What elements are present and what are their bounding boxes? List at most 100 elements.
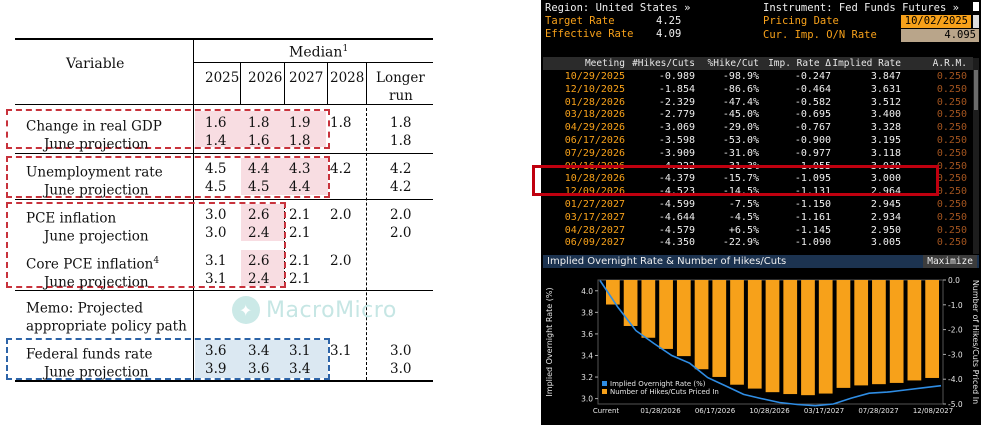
meeting-row[interactable]: 12/10/2025 -1.854 -86.6% -0.464 3.631 0.250 bbox=[543, 84, 973, 97]
region-selector[interactable]: Region: United States » bbox=[545, 2, 691, 14]
x-tick-label: 06/17/2026 bbox=[695, 407, 736, 415]
chart-title: Implied Overnight Rate & Number of Hikes… bbox=[547, 256, 787, 267]
row-value: 2.0 bbox=[330, 207, 352, 223]
instrument-menu-icon[interactable] bbox=[973, 2, 979, 11]
row-value: 1.8 bbox=[289, 133, 311, 149]
grid-cell: 3.631 bbox=[870, 83, 901, 95]
implied-rate-line bbox=[599, 280, 942, 407]
grid-cell: 0.250 bbox=[936, 186, 967, 198]
year-divider bbox=[284, 63, 285, 105]
row-value: 1.8 bbox=[390, 115, 412, 131]
grid-cell: -3.598 bbox=[658, 135, 695, 146]
hike-cut-bar bbox=[801, 280, 815, 396]
year-divider bbox=[240, 63, 241, 105]
grid-cell: 3.118 bbox=[870, 147, 901, 159]
gdp-highlight bbox=[195, 111, 326, 147]
cur-imp-rate-field: 4.095 bbox=[901, 29, 979, 42]
y2-tick-label: -4.0 bbox=[948, 375, 963, 384]
grid-cell: 12/10/2025 bbox=[564, 83, 625, 95]
row-label: June projection bbox=[44, 274, 149, 291]
grid-cell: 10/29/2025 bbox=[564, 71, 625, 82]
col-implied-rate[interactable]: Implied Rate bbox=[832, 58, 901, 69]
label-divider bbox=[193, 38, 194, 380]
col-hikes-cuts[interactable]: #Hikes/Cuts bbox=[632, 58, 695, 69]
row-value: 1.8 bbox=[248, 115, 270, 131]
section-rule bbox=[15, 290, 433, 291]
scroll-thumb[interactable] bbox=[974, 70, 978, 110]
meeting-row[interactable]: 04/29/2026 -3.069 -29.0% -0.767 3.328 0.250 bbox=[543, 122, 973, 135]
grid-cell: -1.131 bbox=[794, 186, 831, 198]
x-tick-label: 10/28/2026 bbox=[749, 407, 790, 415]
row-value: 3.0 bbox=[390, 343, 412, 359]
hike-cut-bar bbox=[889, 280, 904, 383]
hike-cut-bar bbox=[747, 280, 762, 389]
meeting-row[interactable]: 10/29/2025 -0.989 -98.9% -0.247 3.847 0.250 bbox=[543, 71, 973, 84]
macromicro-watermark: ✦ MacroMicro bbox=[232, 296, 397, 324]
section-rule bbox=[15, 153, 433, 154]
meeting-row[interactable]: 03/18/2026 -2.779 -45.0% -0.695 3.400 0.250 bbox=[543, 109, 973, 122]
col-pct-hike-cut[interactable]: %Hike/Cut bbox=[707, 58, 759, 69]
y-tick-label: 3.6 bbox=[581, 330, 593, 339]
pricing-date-input[interactable]: 10/02/2025 bbox=[901, 15, 971, 28]
row-label: Change in real GDP bbox=[26, 118, 162, 135]
hike-cut-bar bbox=[925, 280, 939, 378]
row-value: 3.6 bbox=[248, 361, 270, 377]
grid-cell: 0.250 bbox=[936, 173, 967, 185]
maximize-button[interactable]: Maximize bbox=[923, 255, 977, 268]
y-tick-label: 3.4 bbox=[581, 351, 593, 360]
row-value: 3.4 bbox=[289, 361, 311, 377]
hike-cut-bar bbox=[730, 280, 744, 385]
meeting-row[interactable]: 04/28/2027 -4.579 +6.5% -1.145 2.950 0.250 bbox=[543, 225, 973, 238]
row-label: June projection bbox=[44, 364, 149, 381]
grid-cell: -1.150 bbox=[794, 199, 831, 210]
grid-cell: 03/17/2027 bbox=[564, 211, 625, 223]
cur-imp-rate-label: Cur. Imp. O/N Rate bbox=[763, 29, 877, 41]
grid-cell: 04/28/2027 bbox=[564, 224, 625, 236]
grid-cell: -31.0% bbox=[722, 147, 759, 159]
row-value: 3.6 bbox=[205, 343, 227, 359]
calendar-icon[interactable] bbox=[973, 15, 979, 28]
row-value: 4.2 bbox=[390, 161, 412, 177]
row-label: June projection bbox=[44, 228, 149, 245]
grid-cell: 2.950 bbox=[870, 224, 901, 236]
row-value: 4.5 bbox=[205, 161, 227, 177]
grid-scrollbar[interactable] bbox=[973, 58, 979, 254]
grid-cell: 0.250 bbox=[936, 96, 967, 108]
grid-cell: -0.582 bbox=[794, 96, 831, 108]
macromicro-logo-icon: ✦ bbox=[232, 296, 260, 324]
grid-cell: 0.250 bbox=[936, 199, 967, 210]
grid-cell: 3.005 bbox=[870, 237, 901, 249]
grid-cell: -0.900 bbox=[794, 135, 831, 146]
grid-cell: -1.090 bbox=[794, 237, 831, 249]
row-value: 3.1 bbox=[205, 253, 227, 269]
row-value: 4.4 bbox=[289, 179, 311, 195]
row-label: Unemployment rate bbox=[26, 164, 163, 181]
col-meeting[interactable]: Meeting bbox=[584, 58, 625, 69]
median-underline bbox=[193, 62, 433, 63]
meeting-row[interactable]: 06/09/2027 -4.350 -22.9% -1.090 3.005 0.250 bbox=[543, 237, 973, 250]
row-value: 1.9 bbox=[289, 115, 311, 131]
instrument-selector[interactable]: Instrument: Fed Funds Futures » bbox=[763, 2, 959, 14]
row-value: 1.8 bbox=[330, 115, 352, 131]
meeting-row[interactable]: 03/17/2027 -4.644 -4.5% -1.161 2.934 0.250 bbox=[543, 212, 973, 225]
meeting-row[interactable]: 06/17/2026 -3.598 -53.0% -0.900 3.195 0.250 bbox=[543, 135, 973, 148]
meeting-row[interactable]: 10/28/2026 -4.379 -15.7% -1.095 3.000 0.250 bbox=[543, 173, 973, 186]
row-value: 2.1 bbox=[289, 271, 311, 287]
x-tick-label: 03/17/2027 bbox=[804, 407, 844, 415]
row-label: June projection bbox=[44, 182, 149, 199]
hike-cut-bar bbox=[907, 280, 922, 381]
grid-cell: 3.195 bbox=[870, 135, 901, 146]
meeting-row[interactable]: 01/27/2027 -4.599 -7.5% -1.150 2.945 0.250 bbox=[543, 199, 973, 212]
row-value: 2.4 bbox=[248, 271, 270, 287]
meeting-row[interactable]: 01/28/2026 -2.329 -47.4% -0.582 3.512 0.250 bbox=[543, 97, 973, 110]
grid-cell: -0.767 bbox=[794, 122, 831, 134]
col-arm[interactable]: A.R.M. bbox=[932, 58, 967, 69]
longer-run-header: Longer bbox=[376, 70, 425, 86]
col-imp-rate-delta[interactable]: Imp. Rate Δ bbox=[768, 58, 831, 69]
meeting-row[interactable]: 07/29/2026 -3.909 -31.0% -0.977 3.118 0.250 bbox=[543, 148, 973, 161]
grid-cell: -2.329 bbox=[658, 96, 695, 108]
meeting-row[interactable]: 12/09/2026 -4.523 -14.5% -1.131 2.964 0.250 bbox=[543, 186, 973, 199]
row-label: appropriate policy path bbox=[26, 318, 187, 335]
grid-cell: 3.512 bbox=[870, 96, 901, 108]
y-tick-label: 3.0 bbox=[581, 395, 593, 404]
